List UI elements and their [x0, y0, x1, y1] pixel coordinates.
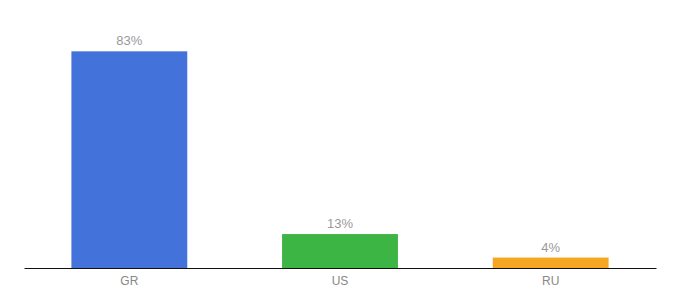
data-label: 13% — [327, 216, 353, 231]
x-tick-label: GR — [120, 274, 138, 288]
data-labels: 83% 13% 4% — [116, 33, 560, 254]
bar — [282, 234, 398, 268]
x-tick: US — [332, 274, 349, 288]
x-tick-label: RU — [542, 274, 559, 288]
bar — [493, 258, 609, 268]
chart: GR US RU 83% 13% 4% — [0, 0, 680, 300]
bar — [71, 51, 187, 268]
x-tick: GR — [120, 274, 138, 288]
x-axis-line — [25, 268, 657, 269]
x-axis: GR US RU — [25, 269, 657, 288]
plot: GR US RU 83% 13% 4% — [25, 33, 657, 287]
data-label: 83% — [116, 33, 142, 48]
data-label: 4% — [541, 240, 560, 255]
x-tick-label: US — [332, 274, 349, 288]
bars — [71, 51, 608, 268]
x-tick: RU — [542, 274, 559, 288]
